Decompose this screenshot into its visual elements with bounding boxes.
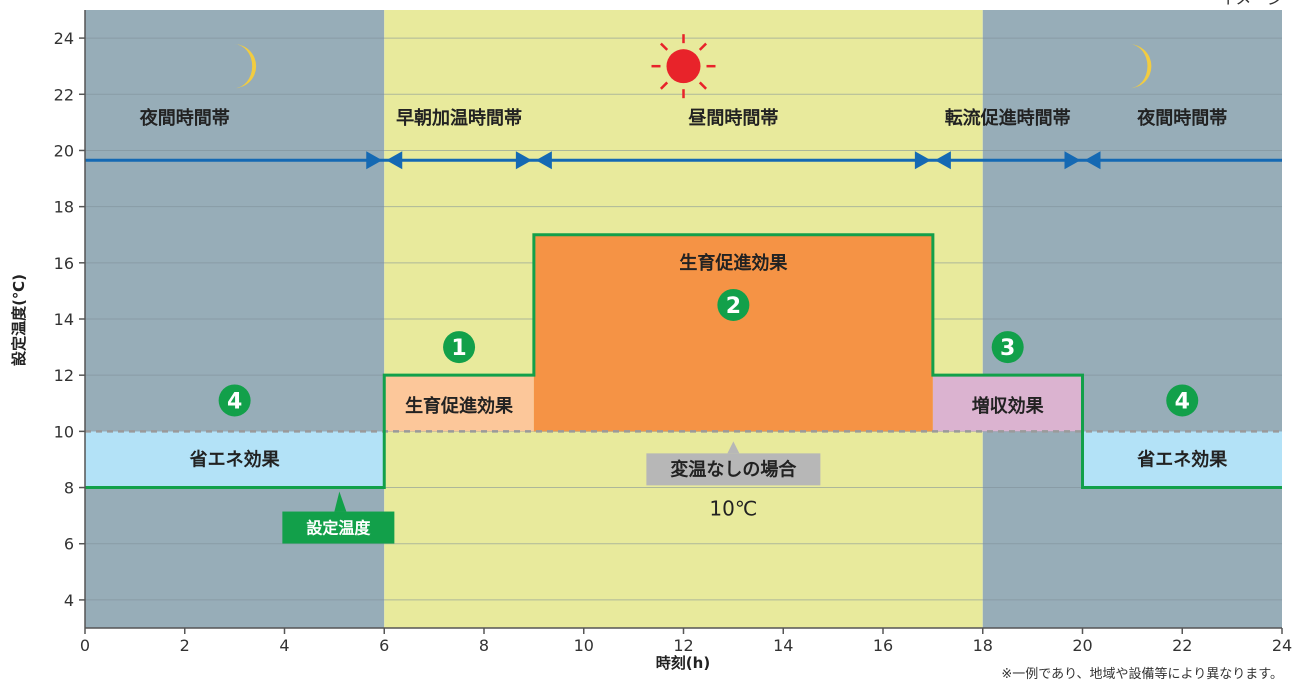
arrowhead-right — [1064, 151, 1081, 170]
x-tick-label: 6 — [379, 636, 389, 655]
x-tick-label: 12 — [673, 636, 693, 655]
period-band-label: 早朝加温時間帯 — [396, 107, 522, 129]
x-tick-label: 0 — [80, 636, 90, 655]
x-tick-label: 10 — [574, 636, 594, 655]
reference-label-box — [646, 453, 821, 486]
reference-label: 変温なしの場合 — [670, 458, 797, 480]
y-tick-label: 8 — [64, 479, 74, 498]
arrowhead-right — [515, 151, 532, 170]
marker-circle — [717, 288, 750, 321]
effect-region-label: 生育促進効果 — [679, 252, 788, 274]
y-tick-label: 10 — [54, 422, 74, 441]
arrowhead-right — [366, 151, 383, 170]
moon-icon — [234, 44, 257, 89]
effect-region-label: 省エネ効果 — [1136, 448, 1228, 470]
setpoint-tag-pointer — [334, 491, 347, 512]
effect-region — [932, 375, 1083, 432]
x-tick-label: 22 — [1172, 636, 1192, 655]
top-right-label: イメージ — [1219, 0, 1283, 8]
marker-number: 4 — [227, 389, 242, 414]
y-tick-label: 24 — [54, 29, 74, 48]
arrowhead-left — [1084, 151, 1101, 170]
period-band-label: 転流促進時間帯 — [945, 107, 1071, 129]
marker-number: 2 — [726, 294, 741, 319]
marker-number: 3 — [1000, 336, 1015, 361]
y-tick-label: 20 — [54, 141, 74, 160]
period-band-label: 夜間時間帯 — [139, 107, 230, 129]
effect-region — [533, 234, 933, 432]
marker-circle — [1166, 384, 1199, 417]
period-band-label: 昼間時間帯 — [688, 107, 778, 129]
arrowhead-left — [535, 151, 552, 170]
x-tick-label: 24 — [1272, 636, 1292, 655]
setpoint-tag-box — [282, 511, 395, 544]
sun-ray-icon — [659, 81, 669, 90]
effect-region — [1082, 431, 1282, 488]
reference-value: 10℃ — [709, 496, 757, 520]
x-tick-label: 4 — [279, 636, 289, 655]
y-axis-title: 設定温度(℃) — [10, 274, 28, 366]
arrowhead-left — [386, 151, 403, 170]
x-tick-label: 16 — [873, 636, 893, 655]
marker-circle — [218, 384, 251, 417]
reference-callout-pointer — [727, 441, 740, 454]
moon-icon — [1129, 44, 1152, 89]
y-tick-label: 14 — [54, 310, 74, 329]
marker-circle — [443, 331, 476, 364]
effect-region — [85, 431, 385, 488]
marker-number: 1 — [451, 336, 466, 361]
arrowhead-right — [914, 151, 931, 170]
x-tick-label: 14 — [773, 636, 793, 655]
x-tick-label: 20 — [1072, 636, 1092, 655]
footnote: ※一例であり、地域や設備等により異なります。 — [1001, 666, 1283, 682]
x-tick-label: 2 — [180, 636, 190, 655]
y-tick-label: 16 — [54, 254, 74, 273]
marker-number: 4 — [1175, 389, 1190, 414]
setpoint-tag-label: 設定温度 — [306, 519, 371, 538]
x-tick-label: 8 — [479, 636, 489, 655]
period-band-label: 夜間時間帯 — [1136, 107, 1227, 129]
effect-region-label: 生育促進効果 — [405, 395, 514, 417]
effect-region-label: 省エネ効果 — [189, 448, 281, 470]
effect-region-label: 増収効果 — [972, 395, 1045, 417]
sun-icon — [666, 49, 701, 84]
sun-ray-icon — [698, 42, 708, 51]
y-tick-label: 18 — [54, 198, 74, 217]
x-axis-title: 時刻(h) — [656, 654, 710, 672]
y-tick-label: 22 — [54, 85, 74, 104]
y-tick-label: 4 — [64, 591, 74, 610]
y-tick-label: 12 — [54, 366, 74, 385]
arrowhead-left — [934, 151, 951, 170]
sun-ray-icon — [659, 42, 669, 51]
effect-region — [384, 375, 534, 432]
x-tick-label: 18 — [973, 636, 993, 655]
sun-ray-icon — [698, 81, 708, 90]
setpoint-temperature-line — [85, 233, 1282, 490]
y-tick-label: 6 — [64, 535, 74, 554]
marker-circle — [991, 331, 1024, 364]
